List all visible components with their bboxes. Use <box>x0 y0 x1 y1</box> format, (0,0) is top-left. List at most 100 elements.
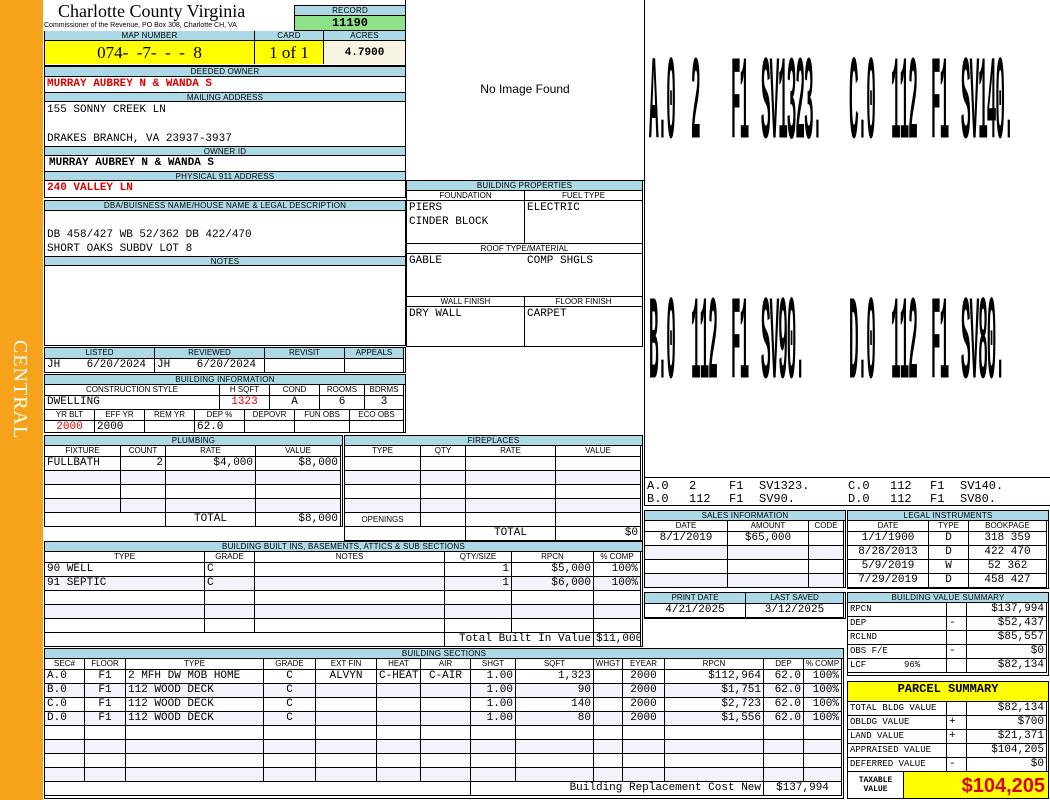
table-cell: D <box>928 545 969 560</box>
table-cell <box>465 470 556 485</box>
notes-label: NOTES <box>45 256 405 266</box>
table-cell: $1,556 <box>664 711 764 726</box>
plumbing-total: $8,000 <box>255 512 341 526</box>
reviewed-label: REVIEWED <box>154 348 265 359</box>
table-cell: + <box>946 729 967 744</box>
column-header: SHGT <box>470 658 516 670</box>
table-cell: 100% <box>593 562 641 577</box>
table-cell <box>165 470 256 485</box>
table-header: TYPE GRADE NOTES QTY/SIZE RPCN% COMP <box>45 551 641 563</box>
table-cell: A.0 <box>45 669 85 684</box>
table-row: RPCN $137,994 <box>848 602 1047 617</box>
table-cell: 1/1/1900 <box>848 531 929 546</box>
table-cell: APPRAISED VALUE <box>848 743 947 758</box>
review-section: LISTED REVIEWED REVISIT APPEALS JH 6/20/202… <box>44 347 406 373</box>
table-row <box>645 559 844 574</box>
plumbing-label: PLUMBING <box>45 436 342 446</box>
reviewed-value: JH 6/20/2024 <box>154 358 265 372</box>
table-row <box>45 590 641 605</box>
table-cell: C.0 <box>45 697 85 712</box>
listed-label: LISTED <box>45 348 155 359</box>
table-cell <box>593 725 623 740</box>
table-cell <box>315 697 377 712</box>
table-cell <box>120 470 166 485</box>
table-cell: $0 <box>966 644 1047 659</box>
floor-finish-label: FLOOR FINISH <box>525 297 642 307</box>
table-cell: - <box>946 616 967 631</box>
plumbing-section: PLUMBING FIXTURE COUNT RATE VALUE FULLBATH 2 $… <box>44 435 343 527</box>
table-cell <box>45 767 85 782</box>
map-number-label: MAP NUMBER <box>45 31 255 41</box>
table-cell <box>376 683 421 698</box>
table-cell: 100% <box>803 697 842 712</box>
table-cell: 422 470 <box>968 545 1047 560</box>
sketch-label-token: 112 <box>891 280 918 415</box>
column-header: YR BLT <box>45 409 95 421</box>
card-label: CARD <box>255 31 324 41</box>
table-cell <box>511 618 594 633</box>
table-cell <box>376 753 421 768</box>
table-cell: DEFERRED VALUE <box>848 757 947 772</box>
spacer <box>45 512 166 526</box>
table-cell <box>45 753 85 768</box>
table-cell: $65,000 <box>727 531 809 546</box>
record-box: RECORD 11190 <box>294 5 406 31</box>
table-cell <box>45 498 121 513</box>
sketch-legend-token: 112 <box>890 492 912 506</box>
spacer <box>45 632 445 646</box>
parcel-summary: PARCEL SUMMARY TOTAL BLDG VALUE $82,134 OB… <box>847 681 1049 799</box>
table-cell: 100% <box>593 576 641 591</box>
table-row: 8/28/2013 D 422 470 <box>848 545 1047 560</box>
sketch-legend-entry: A.0 2 F1 SV1323. <box>647 479 839 493</box>
table-row: C.0 F1 112 WOOD DECK C 1.00 140 2000 $2,723 62.0… <box>45 697 842 712</box>
column-header: TYPE <box>45 551 205 563</box>
column-header: RATE <box>465 445 556 457</box>
table-cell: $0 <box>966 757 1047 772</box>
table-row: 7/29/2019 D 458 427 <box>848 573 1047 588</box>
fireplaces-total-row: TOTAL $0 <box>345 526 641 540</box>
table-cell <box>255 470 341 485</box>
plumbing-total-row: TOTAL $8,000 <box>45 512 341 526</box>
sketch-label-token: SV90. <box>761 280 805 415</box>
fireplaces-section: FIREPLACES TYPE QTY RATE VALUE OPENINGS TOTAL… <box>344 435 643 541</box>
sketch-label: B.0 112 F1 SV90. <box>649 280 831 415</box>
table-cell: 91 SEPTIC <box>45 576 205 591</box>
acres-label: ACRES <box>324 31 405 41</box>
column-header: NOTES <box>254 551 445 563</box>
table-cell <box>808 573 844 587</box>
print-dates: PRINT DATE LAST SAVED 4/21/2025 3/12/2025 <box>644 592 846 619</box>
table-cell <box>84 767 126 782</box>
spacer <box>45 781 471 796</box>
table-cell <box>204 618 255 633</box>
table-cell <box>470 753 516 768</box>
table-cell: D <box>928 573 969 588</box>
sketch-label: C.0 112 F1 SV140. <box>849 40 1031 175</box>
table-cell: 1 <box>444 562 512 577</box>
sales-label: SALES INFORMATION <box>645 511 845 521</box>
table-cell <box>420 470 466 485</box>
table-cell: 112 WOOD DECK <box>125 697 264 712</box>
table-cell <box>263 739 316 754</box>
table-cell: 5/9/2019 <box>848 559 929 574</box>
table-row <box>45 498 341 513</box>
column-header: GRADE <box>204 551 255 563</box>
table-row <box>45 484 341 499</box>
table-cell: 8/28/2013 <box>848 545 929 560</box>
column-header: GRADE <box>263 658 316 670</box>
table-cell: LAND VALUE <box>848 729 947 744</box>
column-header: REM YR <box>144 409 195 421</box>
table-header: CONSTRUCTION STYLE H SQFT COND ROOMS BDRMS <box>45 384 404 396</box>
table-cell: LCF 96% <box>848 658 947 673</box>
table-cell: 100% <box>803 711 842 726</box>
table-cell: 52 362 <box>968 559 1047 574</box>
plumbing-total-label: TOTAL <box>165 512 256 526</box>
county-header: Charlotte County Virginia Commissioner o… <box>44 0 294 31</box>
sketch-legend-token: C.0 <box>848 479 870 493</box>
table-cell <box>420 739 471 754</box>
table-cell: DEP <box>848 616 947 631</box>
table-cell <box>263 767 316 782</box>
table-cell <box>555 470 641 485</box>
table-cell: RPCN <box>848 602 947 617</box>
table-cell <box>946 701 967 716</box>
table-row: 90 WELL C 1 $5,000 100% <box>45 562 641 577</box>
